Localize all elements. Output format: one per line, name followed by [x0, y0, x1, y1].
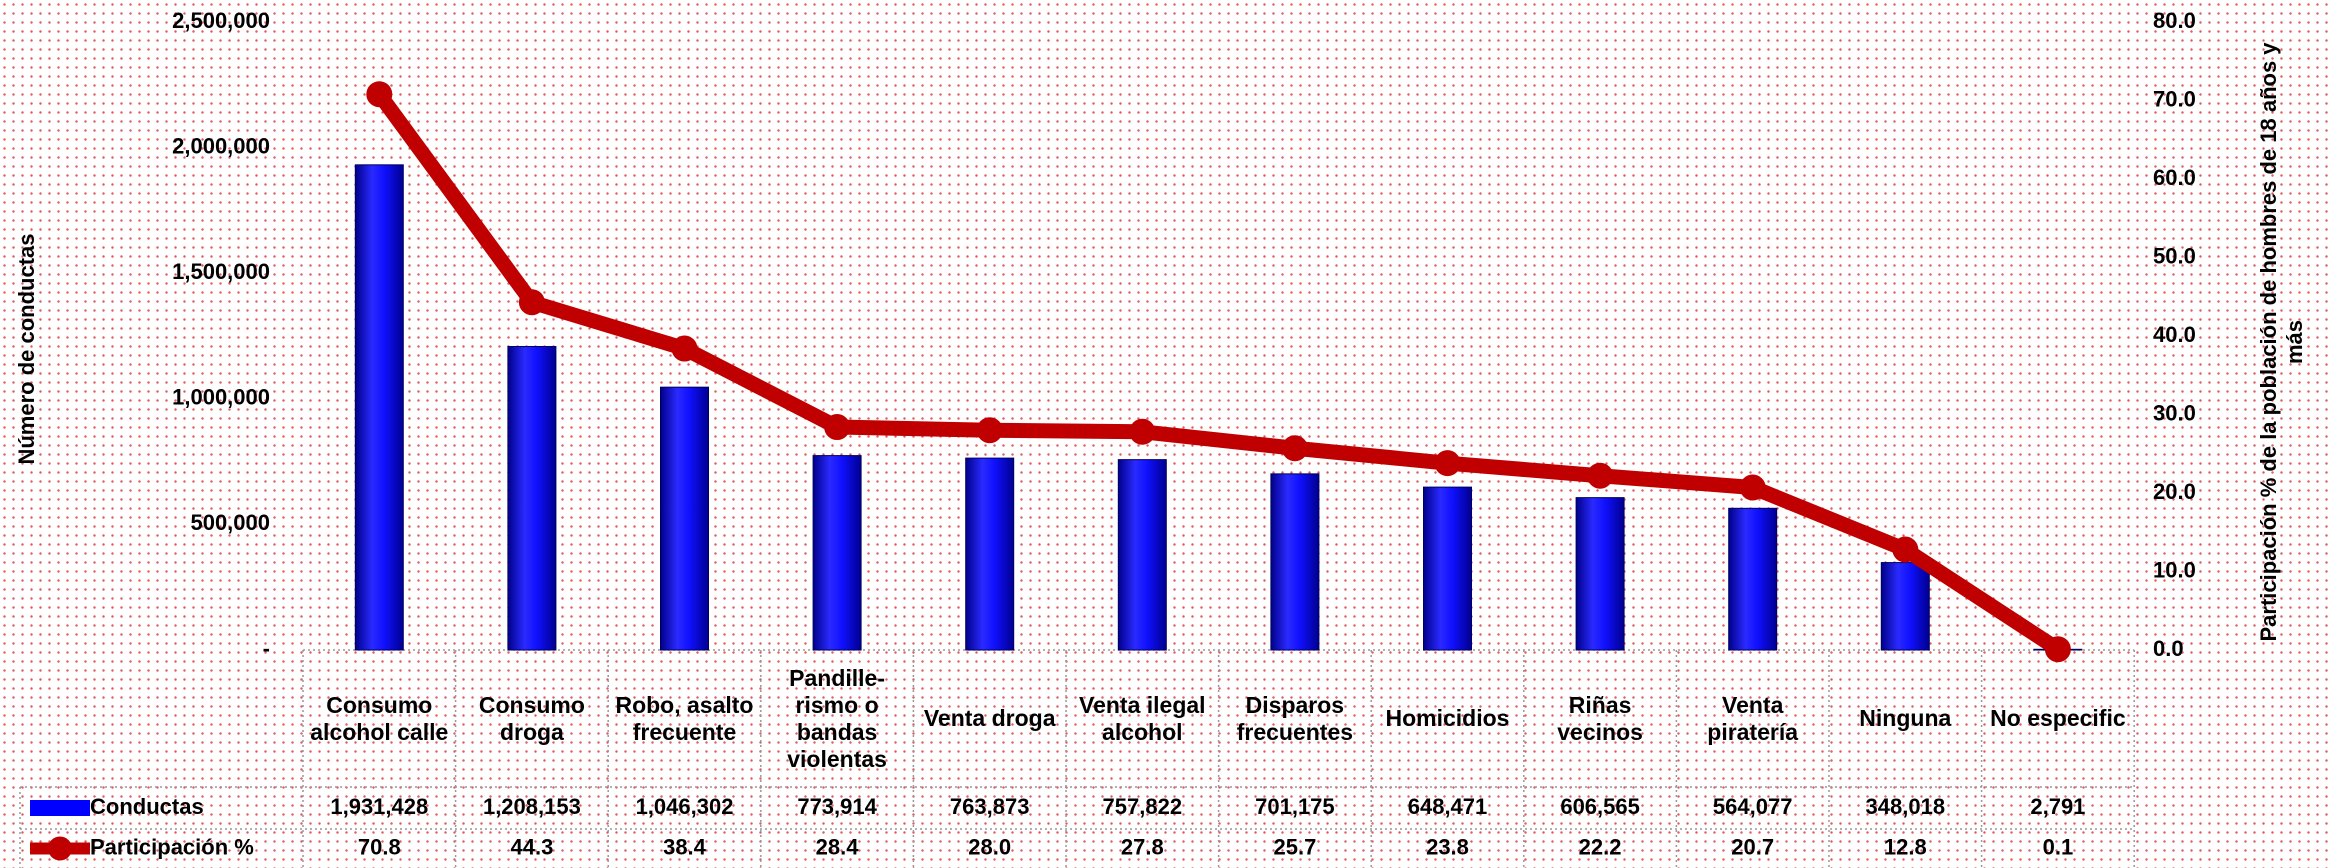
line-marker [1587, 462, 1614, 489]
y2-tick-label: 30.0 [2153, 400, 2196, 425]
data-table-value: 70.8 [358, 834, 401, 859]
legend-label: Conductas [90, 794, 204, 819]
line-marker [1434, 450, 1461, 477]
data-table-value: 348,018 [1866, 794, 1946, 819]
bar [660, 386, 709, 651]
category-label: Riñas vecinos [1557, 691, 1643, 745]
y2-tick-label: 70.0 [2153, 86, 2196, 111]
data-table-value: 648,471 [1408, 794, 1488, 819]
category-label: Disparos frecuentes [1236, 691, 1354, 745]
data-table-value: 28.4 [816, 834, 860, 859]
y2-tick-label: 40.0 [2153, 322, 2196, 347]
data-table-value: 1,208,153 [483, 794, 581, 819]
data-table-value: 25.7 [1273, 834, 1316, 859]
line-marker [2044, 636, 2071, 663]
category-label: Venta droga [923, 705, 1056, 731]
y-tick-label: 2,000,000 [172, 133, 270, 158]
line-marker [671, 335, 698, 362]
data-table-value: 27.8 [1121, 834, 1164, 859]
data-table-value: 0.1 [2043, 834, 2074, 859]
bar [1728, 507, 1778, 651]
y2-tick-label: 50.0 [2153, 243, 2196, 268]
bar [1117, 459, 1167, 651]
data-table-value: 1,931,428 [330, 794, 428, 819]
y-tick-label: 1,500,000 [172, 259, 270, 284]
category-label: Robo, asalto frecuente [615, 691, 754, 745]
bar [965, 457, 1015, 651]
bar [1575, 497, 1625, 651]
bar [812, 455, 862, 651]
line-marker [1281, 435, 1308, 462]
category-label: Homicidios [1385, 705, 1510, 731]
y2-axis-title: Participación % de la población de hombr… [2256, 42, 2307, 642]
data-table-value: 2,791 [2030, 794, 2085, 819]
data-table-value: 20.7 [1731, 834, 1774, 859]
y-tick-label: 500,000 [190, 510, 270, 535]
y2-tick-label: 0.0 [2153, 636, 2184, 661]
bar [507, 346, 557, 651]
line-marker [1129, 418, 1156, 445]
line-marker [518, 289, 545, 316]
data-table-value: 23.8 [1426, 834, 1469, 859]
bar [354, 164, 404, 651]
bar [1270, 473, 1320, 651]
line [373, 89, 2063, 656]
bar [1423, 486, 1472, 651]
y-axis-title: Número de conductas [14, 233, 39, 465]
data-table-value: 28.0 [968, 834, 1011, 859]
y-tick-label: 1,000,000 [172, 385, 270, 410]
data-table-value: 44.3 [510, 834, 553, 859]
data-table-value: 38.4 [663, 834, 707, 859]
data-table-value: 12.8 [1884, 834, 1927, 859]
line-marker [1739, 474, 1766, 501]
y-tick-label: 2,500,000 [172, 8, 270, 33]
y2-tick-label: 60.0 [2153, 165, 2196, 190]
category-label: No especific [1990, 705, 2126, 731]
data-table-value: 773,914 [797, 794, 877, 819]
y2-tick-label: 80.0 [2153, 8, 2196, 33]
data-table-value: 757,822 [1103, 794, 1183, 819]
y2-tick-label: 10.0 [2153, 557, 2196, 582]
category-label: Consumo alcohol calle [310, 691, 449, 745]
y-tick-label: - [263, 636, 270, 661]
bar [1880, 562, 1930, 651]
line-marker [1892, 536, 1919, 563]
category-label: Consumo droga [478, 691, 585, 745]
data-table-value: 564,077 [1713, 794, 1793, 819]
legend-key [30, 800, 90, 816]
line-marker [976, 417, 1003, 444]
data-table-value: 606,565 [1560, 794, 1640, 819]
line-marker [366, 81, 393, 108]
data-table-value: 763,873 [950, 794, 1030, 819]
category-label: Pandille-rismo o bandas violentas [787, 664, 887, 772]
legend-key [48, 836, 72, 861]
data-table-value: 701,175 [1255, 794, 1335, 819]
category-label: Venta piratería [1707, 691, 1799, 745]
category-label: Venta ilegal alcohol [1079, 691, 1206, 745]
data-table-value: 1,046,302 [636, 794, 734, 819]
y2-tick-label: 20.0 [2153, 479, 2196, 504]
line-marker [824, 414, 851, 441]
data-table-value: 22.2 [1579, 834, 1622, 859]
category-label: Ninguna [1859, 705, 1952, 731]
legend-label: Participación % [90, 834, 254, 859]
